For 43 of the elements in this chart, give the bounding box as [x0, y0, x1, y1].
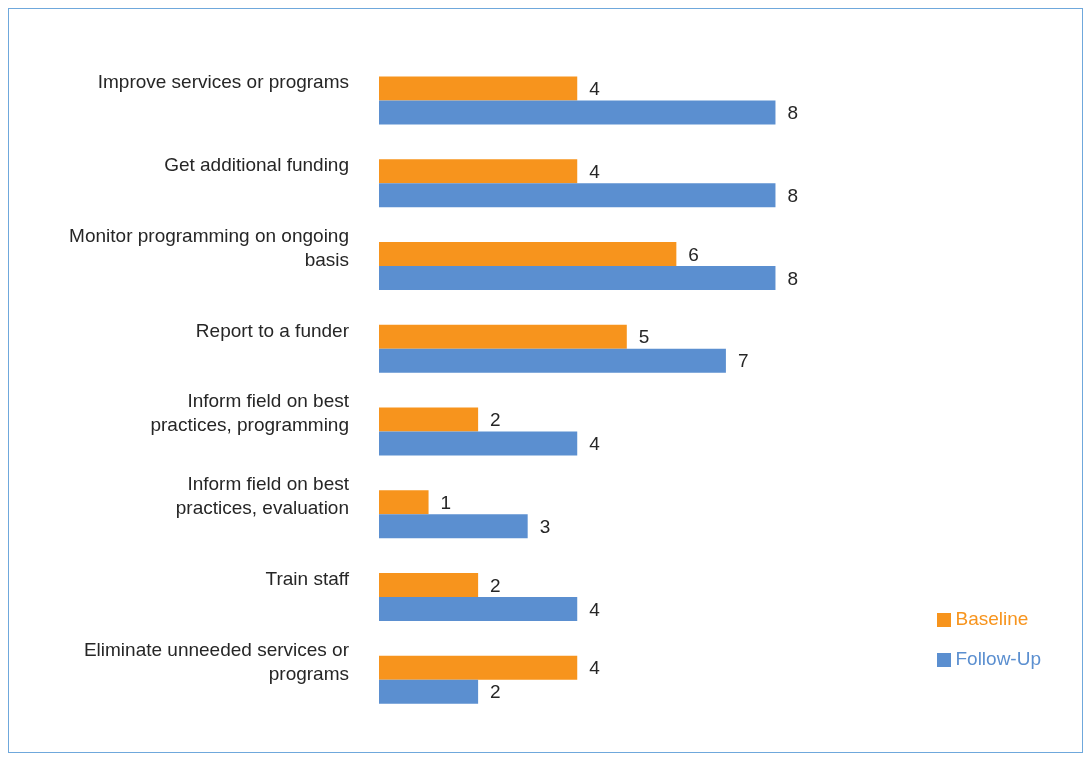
- legend-label: Baseline: [955, 608, 1029, 629]
- data-label: 4: [589, 433, 601, 455]
- bar: [379, 159, 578, 184]
- bar: [379, 655, 578, 680]
- bar: [379, 431, 578, 456]
- data-label: 8: [787, 184, 799, 206]
- bar: [379, 407, 479, 432]
- bar: [379, 76, 578, 101]
- y-tick-label: Inform field on best practices, evaluation: [175, 473, 350, 519]
- bar: [379, 572, 479, 597]
- y-tick-label: Get additional funding: [164, 154, 349, 176]
- data-label: 1: [440, 491, 452, 513]
- data-label: 8: [787, 102, 799, 124]
- data-label: 3: [539, 515, 551, 537]
- chart-frame: Baseline Follow-Up Improve services or programs Get additional funding Monitor programming on ongoing basis Report to a funder Inform field on best practices, programming Inform field on best practices, evaluation Train staff Eliminate unneeded services or programs 4 4 6 5 2 1 2 4 8 8 8 7 4 3 4 2: [8, 8, 1083, 753]
- bar: [379, 265, 776, 290]
- data-label: 2: [490, 409, 501, 431]
- data-label: 4: [589, 160, 601, 182]
- bar: [379, 348, 726, 373]
- data-label: 2: [490, 681, 501, 703]
- y-tick-label: Train staff: [265, 567, 350, 589]
- bar: [379, 100, 776, 125]
- y-tick-label: Monitor programming on ongoing basis: [69, 224, 349, 270]
- data-label: 4: [589, 78, 601, 100]
- bar: [379, 324, 627, 349]
- bar: [379, 241, 677, 266]
- y-tick-label: Report to a funder: [195, 319, 350, 341]
- legend-label: Follow-Up: [955, 648, 1041, 669]
- bar: [379, 679, 479, 704]
- data-label: 7: [737, 350, 749, 372]
- y-tick-label: Eliminate unneeded services or programs: [83, 638, 350, 684]
- y-tick-label: Improve services or programs: [97, 71, 349, 93]
- bar: [379, 596, 578, 621]
- bar: [379, 514, 528, 539]
- data-label: 5: [638, 326, 650, 348]
- data-label: 6: [688, 243, 699, 265]
- bar: [379, 183, 776, 208]
- data-label: 4: [589, 598, 601, 620]
- data-label: 8: [787, 267, 799, 289]
- data-label: 2: [490, 574, 501, 596]
- data-label: 4: [589, 657, 601, 679]
- bar: [379, 490, 429, 515]
- y-tick-label: Inform field on best practices, programming: [150, 390, 350, 436]
